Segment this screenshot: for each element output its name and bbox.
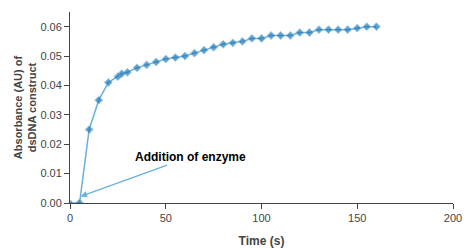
svg-text:150: 150	[348, 212, 366, 224]
svg-text:0.03: 0.03	[40, 109, 61, 121]
svg-text:0.05: 0.05	[40, 50, 61, 62]
svg-text:100: 100	[252, 212, 270, 224]
svg-text:0.06: 0.06	[40, 21, 61, 33]
svg-text:0.01: 0.01	[40, 167, 61, 179]
svg-text:Addition of enzyme: Addition of enzyme	[135, 150, 246, 164]
svg-text:Time (s): Time (s)	[239, 234, 285, 248]
svg-text:0.02: 0.02	[40, 138, 61, 150]
svg-text:50: 50	[160, 212, 172, 224]
svg-text:200: 200	[444, 212, 462, 224]
svg-text:0: 0	[67, 212, 73, 224]
svg-text:0.00: 0.00	[40, 197, 61, 209]
svg-text:Absorbance (AU) ofdsDNA constr: Absorbance (AU) ofdsDNA construct	[12, 56, 38, 160]
svg-text:0.04: 0.04	[40, 79, 61, 91]
